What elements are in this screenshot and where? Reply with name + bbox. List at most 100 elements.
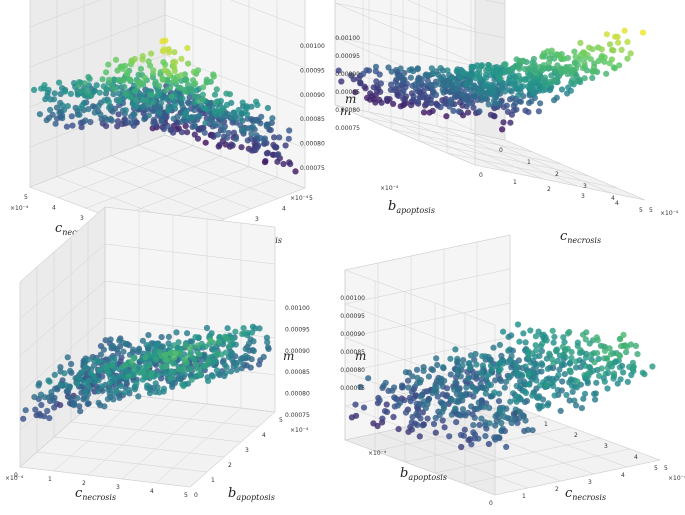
x-tick-label: 5 — [654, 465, 658, 472]
scatter-point — [627, 50, 634, 57]
scatter-point — [191, 123, 198, 130]
scatter-point — [122, 362, 129, 369]
scatter-point — [203, 79, 210, 86]
scatter-point — [54, 115, 61, 122]
scatter-point — [273, 144, 280, 151]
scatter-point — [121, 389, 129, 396]
gridline — [402, 118, 544, 180]
scatter-point — [224, 325, 231, 332]
scatter-point — [97, 351, 104, 358]
scatter-point — [46, 378, 53, 385]
scatter-point — [165, 107, 172, 114]
z-tick-label: 0.00075 — [300, 165, 325, 172]
scatter-point — [538, 67, 546, 74]
chart-panel-2: 5 4 3 2 1 0 5 4 3 2 1 0 0.00075 0.00080 0.00085 0.00090… — [334, 0, 679, 245]
scatter-point — [433, 355, 440, 362]
scatter-point — [42, 96, 49, 103]
z-tick-label: 0.00100 — [285, 305, 310, 312]
scatter-point — [543, 337, 550, 344]
scatter-point — [237, 115, 244, 122]
scatter-point — [448, 74, 455, 81]
gridline — [104, 243, 276, 265]
scatter-point — [152, 78, 159, 85]
scatter-point — [579, 65, 587, 72]
scatter-point — [114, 67, 121, 74]
scatter-point — [601, 378, 608, 385]
x-offset-label: ×10⁻⁴ — [5, 475, 24, 482]
scatter-point — [500, 119, 507, 126]
scatter-point — [437, 74, 444, 82]
scatter-point — [439, 86, 446, 93]
scatter-point — [490, 344, 497, 351]
scatter-point — [64, 354, 71, 361]
x-offset-label: ×10⁻⁴ — [660, 210, 679, 217]
y-tick-label: 4 — [634, 454, 638, 461]
scatter-point — [479, 362, 486, 369]
scatter-point — [113, 388, 120, 395]
scatter-point — [410, 96, 417, 103]
scatter-point — [131, 55, 138, 63]
scatter-point — [555, 372, 562, 379]
scatter-point — [383, 401, 390, 408]
scatter-point — [95, 388, 102, 395]
scatter-point — [78, 369, 85, 376]
scatter-point — [227, 368, 235, 375]
scatter-point — [238, 144, 245, 151]
scatter-point — [202, 120, 209, 127]
scatter-point — [601, 54, 608, 61]
scatter-point — [413, 410, 420, 417]
x-axis-label-main: c — [560, 229, 568, 244]
scatter-point — [553, 94, 560, 101]
scatter-point — [385, 64, 392, 71]
y-tick-label: 5 — [279, 417, 283, 424]
z-axis-label: m — [345, 92, 356, 106]
scatter-point — [105, 98, 112, 106]
scatter-point — [162, 37, 169, 44]
scatter-point — [81, 80, 88, 87]
scatter-point — [539, 402, 546, 410]
scatter-point — [211, 120, 218, 127]
scatter-point — [51, 404, 58, 411]
scatter-point — [191, 93, 198, 100]
scatter-point — [476, 108, 483, 115]
scatter-point — [238, 365, 245, 372]
scatter-point — [115, 111, 122, 118]
scatter-point — [400, 87, 407, 94]
scatter-point — [537, 100, 544, 107]
x-tick-label: 3 — [583, 183, 587, 190]
y-axis-label-sub: apoptosis — [396, 206, 435, 215]
scatter-point — [143, 341, 150, 349]
scatter-point — [52, 120, 59, 127]
x-tick-label: 5 — [184, 492, 188, 499]
scatter-point — [558, 387, 565, 394]
scatter-point — [441, 424, 448, 431]
scatter-point — [468, 441, 475, 448]
scatter-point — [51, 90, 58, 97]
gridline — [104, 391, 276, 413]
scatter-point — [31, 394, 38, 401]
scatter-point — [217, 97, 224, 105]
scatter-point — [489, 365, 496, 373]
gridline — [53, 436, 225, 458]
chart-panel-3: 5432100123450.000750.000800.000850.00090… — [5, 206, 310, 502]
scatter-point — [559, 378, 566, 385]
scatter-point — [239, 125, 246, 132]
scatter-point — [353, 412, 360, 419]
scatter-point — [486, 420, 493, 427]
scatter-point — [199, 124, 206, 131]
scatter-point — [471, 414, 478, 421]
scatter-point — [50, 397, 57, 404]
scatter-point — [74, 395, 81, 402]
scatter-point — [407, 74, 414, 81]
scatter-point — [99, 76, 106, 83]
scatter-point — [603, 31, 611, 38]
x-tick-label: 1 — [522, 493, 526, 500]
scatter-point — [96, 89, 103, 96]
scatter-point — [482, 433, 489, 440]
scatter-point — [447, 355, 454, 362]
scatter-point — [224, 134, 231, 141]
scatter-point — [95, 399, 102, 406]
scatter-point — [383, 408, 391, 416]
scatter-point — [463, 384, 470, 391]
scatter-point — [522, 389, 530, 397]
